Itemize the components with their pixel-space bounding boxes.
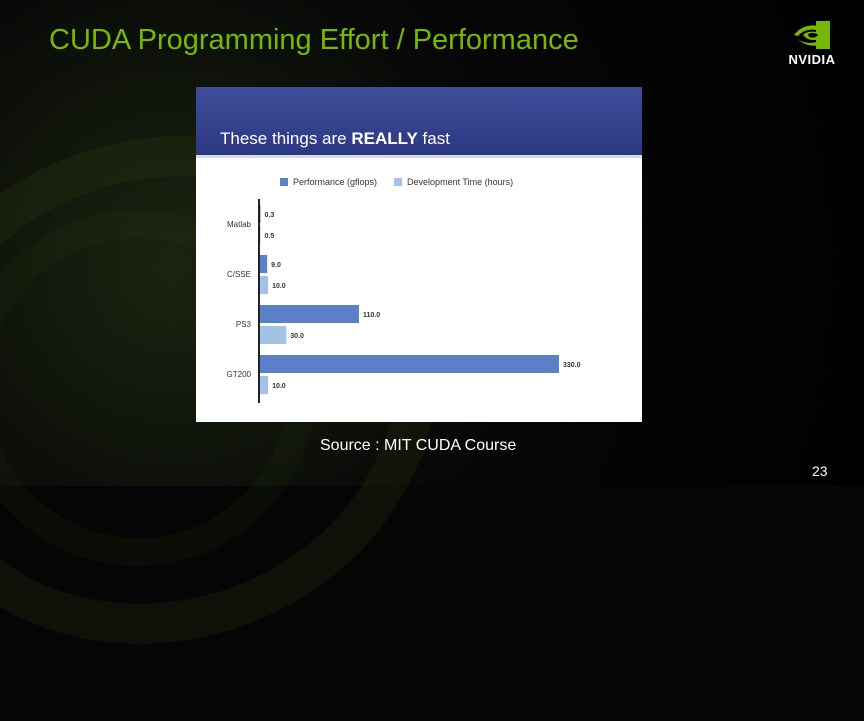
category-label: C/SSE [227,270,251,279]
nvidia-eye-icon [794,21,830,49]
legend-swatch-development-time [394,178,403,186]
data-label: 9.0 [271,262,281,269]
category-label: PS3 [236,320,252,329]
bar-chart: Matlab 0.3 0.5 C/SSE 9.0 10.0 PS3 110.0 30.0 GT20… [227,199,581,403]
data-label: 0.3 [265,212,275,219]
chart-image-panel: These things are REALLY fast Performance… [196,87,642,422]
data-label: 10.0 [272,383,286,390]
slide-title: CUDA Programming Effort / Performance [49,24,579,56]
page-number: 23 [812,463,828,479]
category-label: GT200 [227,370,252,379]
bar [259,355,559,373]
chart-title-banner: These things are REALLY fast [196,87,642,158]
bar [259,305,359,323]
data-label: 330.0 [563,362,581,369]
category-label: Matlab [227,220,252,229]
legend-swatch-performance [280,178,288,186]
source-caption: Source : MIT CUDA Course [320,437,517,454]
data-label: 0.5 [265,233,275,240]
chart-title: These things are REALLY fast [220,129,450,148]
chart-legend: Performance (gflops) Development Time (h… [280,177,530,187]
data-label: 110.0 [363,312,380,319]
bar [259,255,268,273]
legend-label-performance: Performance (gflops) [293,177,378,187]
data-label: 30.0 [290,333,304,340]
legend-label-development-time: Development Time (hours) [407,177,514,187]
bar [259,376,269,394]
nvidia-logo-text: NVIDIA [788,52,836,67]
bar [259,276,269,294]
bar [259,326,287,344]
data-label: 10.0 [272,283,286,290]
nvidia-logo: NVIDIA [776,15,848,69]
